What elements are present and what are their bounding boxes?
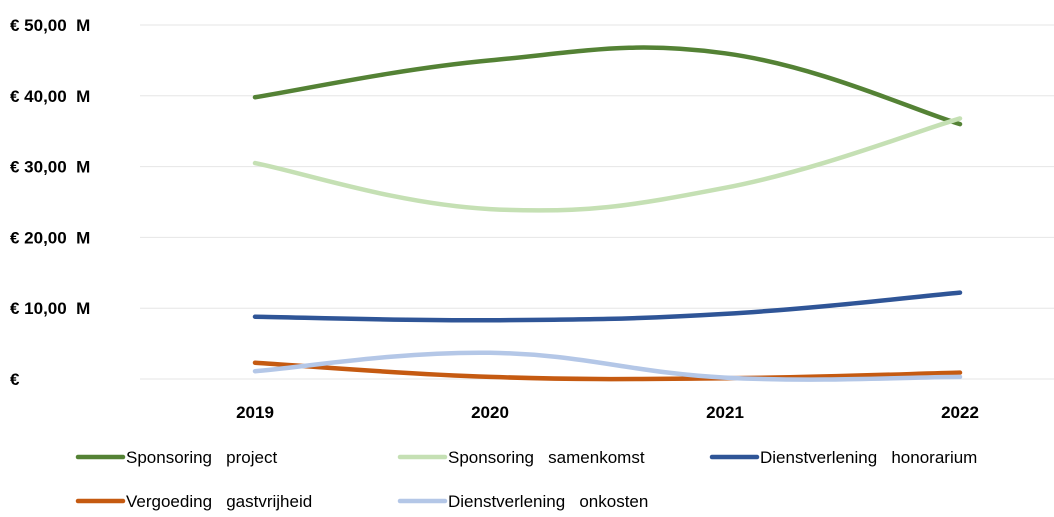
x-axis-ticks: 2019 2020 2021 2022 — [236, 403, 979, 422]
legend: Sponsoring project Sponsoring samenkomst D… — [75, 448, 977, 511]
legend-label-4: Dienstverlening onkosten — [448, 492, 648, 511]
y-tick-label: € 10,00 M — [10, 299, 90, 318]
series-line-1 — [252, 116, 963, 213]
x-tick-label: 2021 — [706, 403, 744, 422]
legend-label-2: Dienstverlening honorarium — [760, 448, 977, 467]
y-tick-label: € 50,00 M — [10, 16, 90, 35]
series-line-4 — [252, 350, 963, 382]
series-lines — [252, 45, 963, 382]
y-tick-label: € 30,00 M — [10, 158, 90, 177]
legend-label-0: Sponsoring project — [126, 448, 277, 467]
x-tick-label: 2020 — [471, 403, 509, 422]
x-tick-label: 2019 — [236, 403, 274, 422]
legend-label-3: Vergoeding gastvrijheid — [126, 492, 312, 511]
x-tick-label: 2022 — [941, 403, 979, 422]
series-line-2 — [252, 290, 963, 323]
series-line-3 — [252, 360, 963, 382]
y-tick-label: € — [10, 370, 20, 389]
gridlines — [140, 24, 1054, 380]
series-line-0 — [252, 45, 963, 127]
y-tick-label: € 40,00 M — [10, 87, 90, 106]
y-tick-label: € 20,00 M — [10, 228, 90, 247]
legend-label-1: Sponsoring samenkomst — [448, 448, 645, 467]
y-axis-ticks: € € 10,00 M € 20,00 M € 30,00 M € 40,00 M € 5… — [10, 16, 90, 389]
